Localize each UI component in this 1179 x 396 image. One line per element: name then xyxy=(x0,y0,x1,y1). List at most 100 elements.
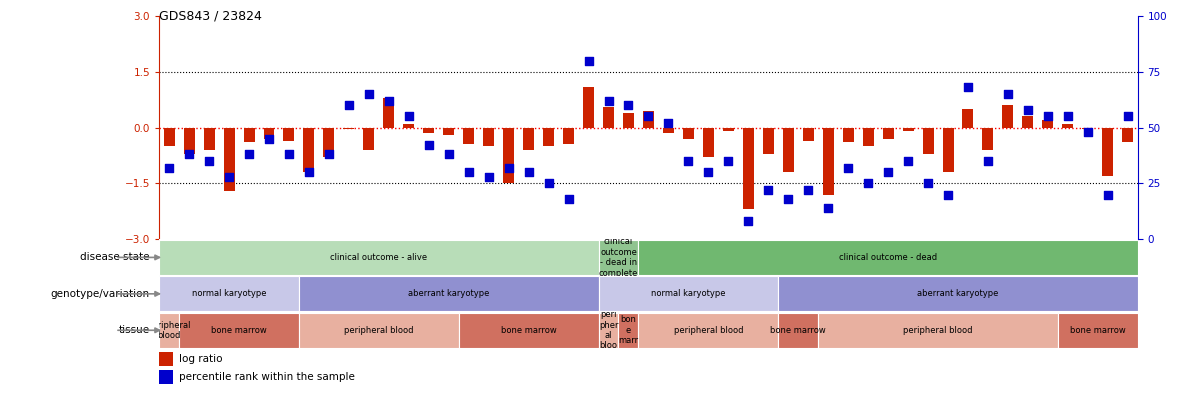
Text: log ratio: log ratio xyxy=(179,354,223,364)
Bar xyxy=(264,128,275,139)
Bar xyxy=(463,128,474,144)
Point xyxy=(818,205,837,211)
Bar xyxy=(743,128,753,209)
Bar xyxy=(1122,128,1133,143)
Point xyxy=(499,165,518,171)
Text: GDS843 / 23824: GDS843 / 23824 xyxy=(159,10,262,23)
Bar xyxy=(224,128,235,191)
Bar xyxy=(403,124,414,128)
Bar xyxy=(1058,313,1138,348)
Text: peripheral
blood: peripheral blood xyxy=(147,321,191,340)
Text: peri
pher
al
bloo: peri pher al bloo xyxy=(599,310,618,350)
Point xyxy=(559,196,578,202)
Text: clinical outcome - dead: clinical outcome - dead xyxy=(839,253,937,262)
Point xyxy=(1019,107,1038,113)
Bar xyxy=(843,128,854,143)
Bar xyxy=(982,128,994,150)
Bar xyxy=(683,128,694,139)
Point xyxy=(999,91,1017,97)
Bar xyxy=(723,128,733,131)
Point xyxy=(739,218,758,225)
Point xyxy=(759,187,778,193)
Bar xyxy=(883,128,894,139)
Bar xyxy=(1102,128,1113,176)
Bar xyxy=(423,128,434,133)
Text: aberrant karyotype: aberrant karyotype xyxy=(917,289,999,298)
Point xyxy=(479,173,498,180)
Point xyxy=(779,196,798,202)
Text: bone marrow: bone marrow xyxy=(1069,326,1126,335)
Bar xyxy=(184,128,195,154)
Bar xyxy=(159,276,299,311)
Text: bone marrow: bone marrow xyxy=(211,326,266,335)
Bar xyxy=(1022,116,1033,128)
Bar xyxy=(564,128,574,144)
Bar xyxy=(763,128,773,154)
Point xyxy=(420,142,439,148)
Bar xyxy=(503,128,514,183)
Text: tissue: tissue xyxy=(118,325,150,335)
Bar xyxy=(663,128,674,133)
Bar xyxy=(584,87,594,128)
Bar xyxy=(778,276,1138,311)
Point xyxy=(340,102,358,109)
Text: aberrant karyotype: aberrant karyotype xyxy=(408,289,489,298)
Bar xyxy=(783,128,793,172)
Bar xyxy=(599,313,619,348)
Point xyxy=(179,151,198,158)
Bar xyxy=(1082,128,1093,129)
Point xyxy=(799,187,818,193)
Point xyxy=(1039,113,1058,120)
Text: peripheral blood: peripheral blood xyxy=(673,326,743,335)
Point xyxy=(599,97,618,104)
Bar xyxy=(363,128,375,150)
Point xyxy=(959,84,977,90)
Point xyxy=(380,97,399,104)
Bar xyxy=(643,111,654,128)
Bar xyxy=(299,276,599,311)
Point xyxy=(159,165,178,171)
Point xyxy=(719,158,738,164)
Point xyxy=(979,158,997,164)
Text: clinical outcome - alive: clinical outcome - alive xyxy=(330,253,428,262)
Text: peripheral blood: peripheral blood xyxy=(903,326,973,335)
Point xyxy=(1059,113,1078,120)
Bar xyxy=(164,128,174,146)
Bar xyxy=(922,128,934,154)
Point xyxy=(918,180,937,187)
Bar xyxy=(639,313,778,348)
Bar xyxy=(244,128,255,143)
Point xyxy=(1099,191,1118,198)
Point xyxy=(400,113,419,120)
Point xyxy=(1119,113,1138,120)
Bar xyxy=(159,313,179,348)
Point xyxy=(679,158,698,164)
Point xyxy=(878,169,897,175)
Point xyxy=(619,102,638,109)
Text: clinical
outcome
- dead in
complete: clinical outcome - dead in complete xyxy=(599,237,638,278)
Text: normal karyotype: normal karyotype xyxy=(192,289,266,298)
Text: bone marrow: bone marrow xyxy=(501,326,556,335)
Bar xyxy=(159,240,599,275)
Text: genotype/variation: genotype/variation xyxy=(51,289,150,299)
Bar xyxy=(544,128,554,146)
Bar xyxy=(599,240,639,275)
Bar xyxy=(623,112,634,128)
Bar xyxy=(523,128,534,150)
Bar xyxy=(639,240,1138,275)
Bar xyxy=(703,128,713,157)
Point xyxy=(199,158,218,164)
Point xyxy=(320,151,338,158)
Text: normal karyotype: normal karyotype xyxy=(651,289,725,298)
Point xyxy=(299,169,318,175)
Point xyxy=(360,91,378,97)
Bar xyxy=(443,128,454,135)
Point xyxy=(539,180,558,187)
Text: bon
e
marr: bon e marr xyxy=(619,315,639,345)
Point xyxy=(519,169,538,175)
Point xyxy=(219,173,238,180)
Point xyxy=(699,169,718,175)
Bar xyxy=(323,128,335,157)
Bar xyxy=(803,128,814,141)
Bar xyxy=(204,128,215,150)
